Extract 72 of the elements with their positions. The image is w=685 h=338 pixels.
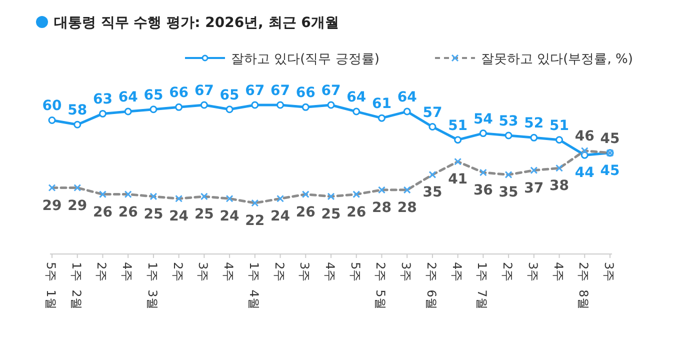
x-tick-label: 2주 8월 <box>576 262 591 310</box>
data-label: 54 <box>473 111 494 128</box>
data-label: 25 <box>321 206 341 222</box>
data-label: 24 <box>270 208 290 225</box>
data-label: 25 <box>144 206 164 222</box>
data-label: 60 <box>42 98 62 114</box>
x-tick-label: 4주 <box>450 262 464 282</box>
data-label: 35 <box>422 184 442 201</box>
data-label: 24 <box>220 208 240 225</box>
x-tick-label: 3주 <box>399 262 414 282</box>
x-tick-label: 4주 <box>323 262 337 282</box>
data-label: 65 <box>144 87 164 104</box>
x-tick-label: 3주 <box>526 262 540 282</box>
data-label: 61 <box>372 96 392 112</box>
x-tick-label: 5주 1월 <box>44 262 58 310</box>
x-tick-label: 2주 6월 <box>424 262 438 310</box>
data-label: 25 <box>194 206 214 222</box>
data-label: 63 <box>92 92 112 108</box>
x-tick-label: 4주 <box>120 262 134 282</box>
data-label: 52 <box>524 116 544 132</box>
data-label: 26 <box>118 204 138 220</box>
data-label: 53 <box>498 113 518 130</box>
x-tick-label: 4주 <box>551 262 566 282</box>
data-label: 38 <box>550 178 570 194</box>
data-label: 36 <box>473 182 493 199</box>
x-tick-label: 2주 <box>170 262 185 282</box>
data-label: 37 <box>524 180 544 196</box>
data-label: 65 <box>220 87 240 104</box>
data-label: 64 <box>397 90 418 106</box>
data-label: 67 <box>321 83 341 99</box>
data-label: 57 <box>422 104 442 121</box>
data-label: 24 <box>169 208 189 225</box>
x-tick-label: 1주 2월 <box>69 262 84 310</box>
legend-label: 잘하고 있다(직무 긍정률) <box>231 52 380 67</box>
x-tick-label: 3주 <box>196 262 210 282</box>
x-tick-label: 2주 <box>500 262 515 282</box>
data-label: 45 <box>600 162 620 179</box>
data-label: 26 <box>346 204 366 220</box>
data-label: 28 <box>372 200 392 216</box>
data-label: 64 <box>118 90 138 106</box>
data-label: 67 <box>270 83 290 99</box>
x-tick-label: 2주 <box>272 262 286 282</box>
x-tick-label: 1주 4월 <box>246 262 261 310</box>
data-label: 29 <box>42 198 62 214</box>
data-label: 35 <box>498 184 518 201</box>
legend-label: 잘못하고 있다(부정률, %) <box>481 52 633 67</box>
x-tick-label: 4주 <box>222 262 236 282</box>
x-tick-label: 1주 3월 <box>145 262 160 310</box>
x-tick-label: 2주 5월 <box>374 262 388 310</box>
data-label: 29 <box>68 198 88 214</box>
x-tick-label: 1주 7월 <box>475 262 490 310</box>
data-label: 51 <box>448 118 468 134</box>
data-label: 46 <box>574 128 594 145</box>
data-label: 66 <box>296 85 316 102</box>
data-label: 26 <box>296 204 316 220</box>
data-label: 67 <box>194 83 214 99</box>
data-label: 58 <box>68 102 88 119</box>
data-label: 44 <box>574 165 595 182</box>
chart-title: 대통령 직무 수행 평가: 2026년, 최근 6개월 <box>54 15 339 31</box>
x-tick-label: 2주 <box>94 262 109 282</box>
data-label: 66 <box>169 85 189 102</box>
data-label: 22 <box>245 213 265 229</box>
data-label: 28 <box>397 200 417 216</box>
data-label: 45 <box>600 130 620 147</box>
x-tick-label: 3주 <box>602 262 616 282</box>
data-label: 67 <box>245 83 265 99</box>
data-label: 64 <box>346 90 366 106</box>
data-label: 41 <box>448 172 468 188</box>
x-tick-label: 3주 <box>298 262 312 282</box>
data-label: 26 <box>92 204 112 220</box>
data-label: 51 <box>550 118 570 134</box>
x-tick-label: 5주 <box>348 262 362 282</box>
